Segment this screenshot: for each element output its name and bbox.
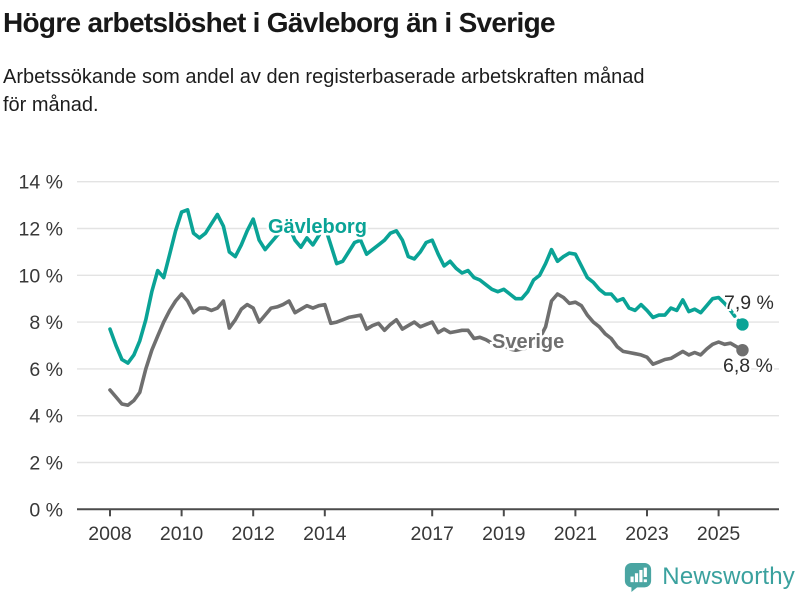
newsworthy-chart-bubble-icon [625, 562, 652, 592]
y-tick-label: 10 % [19, 265, 63, 287]
x-tick-label: 2012 [232, 523, 275, 545]
series-end-dot-gavleborg [736, 318, 749, 331]
x-tick-label: 2017 [411, 523, 454, 545]
series-line-sverige [108, 292, 745, 408]
x-tick-label: 2021 [554, 523, 597, 545]
x-tick-label: 2010 [160, 523, 204, 545]
chart-subtitle: Arbetssökande som andel av den registerb… [3, 66, 645, 116]
x-tick-label: 2014 [303, 523, 347, 545]
chart-title: Högre arbetslöshet i Gävleborg än i Sver… [3, 7, 556, 38]
series-end-dot-sverige [736, 343, 749, 357]
y-tick-label: 14 % [19, 172, 63, 194]
y-tick-label: 12 % [19, 219, 63, 241]
y-tick-label: 4 % [29, 406, 63, 428]
series-label-gavleborg: Gävleborg [268, 216, 367, 238]
end-value-label-gavleborg: 7,9 % [724, 292, 774, 314]
end-value-label-sverige: 6,8 % [723, 355, 773, 377]
x-tick-label: 2023 [625, 523, 668, 545]
x-tick-label: 2008 [88, 523, 131, 545]
series-dashed-tail-gavleborg [728, 308, 745, 327]
series-line-gavleborg [108, 208, 733, 365]
y-tick-label: 6 % [29, 359, 63, 381]
series-label-sverige: Sverige [492, 331, 564, 353]
y-tick-label: 2 % [29, 453, 63, 475]
newsworthy-logo[interactable]: Newsworthy [623, 561, 795, 593]
y-tick-label: 0 % [29, 499, 63, 521]
brand-name: Newsworthy [662, 563, 795, 590]
y-tick-label: 8 % [29, 312, 63, 334]
x-tick-label: 2025 [697, 523, 741, 545]
x-tick-label: 2019 [482, 523, 525, 545]
